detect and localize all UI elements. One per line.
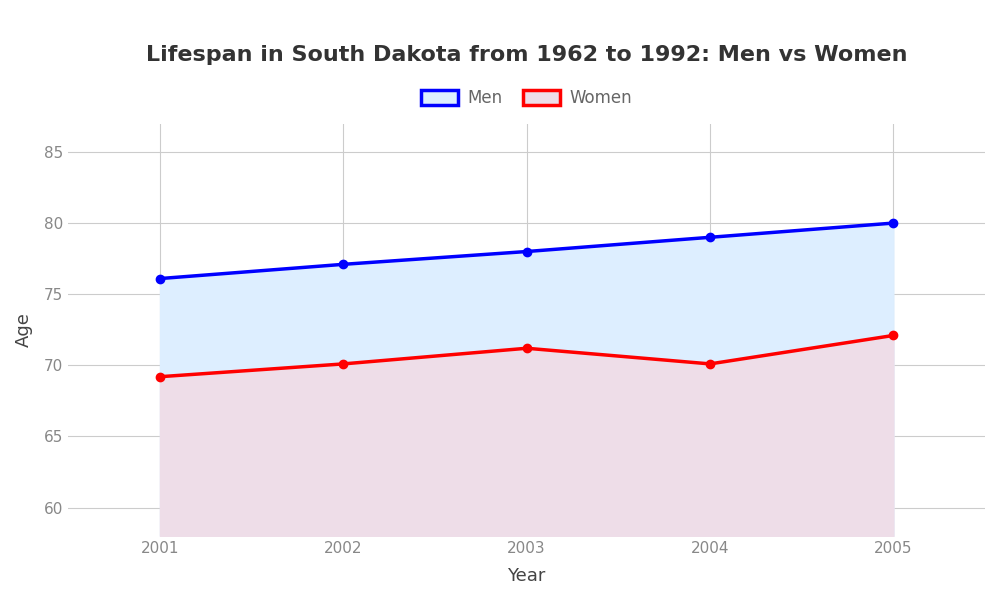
X-axis label: Year: Year [507, 567, 546, 585]
Legend: Men, Women: Men, Women [414, 82, 639, 113]
Title: Lifespan in South Dakota from 1962 to 1992: Men vs Women: Lifespan in South Dakota from 1962 to 19… [146, 45, 907, 65]
Y-axis label: Age: Age [15, 313, 33, 347]
